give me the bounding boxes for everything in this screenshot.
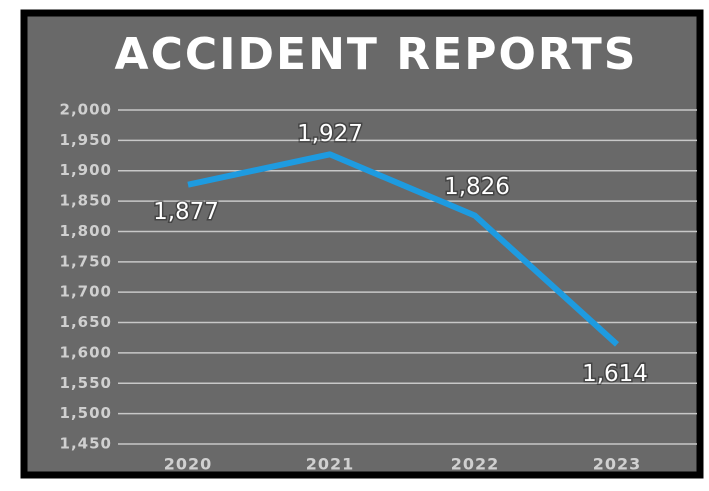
data-label: 1,826 [444,174,510,200]
y-tick-label: 1,750 [60,252,112,270]
y-tick-label: 1,900 [60,161,112,179]
data-label: 1,614 [582,361,648,387]
data-label: 1,877 [153,199,219,225]
x-tick-label: 2020 [164,455,213,474]
y-tick-label: 1,800 [60,222,112,240]
x-tick-label: 2023 [593,455,642,474]
y-tick-label: 1,450 [60,435,112,453]
data-line [187,151,620,347]
y-tick-label: 1,850 [60,192,112,210]
y-tick-label: 1,550 [60,374,112,392]
x-tick-label: 2022 [451,455,500,474]
y-tick-label: 1,700 [60,283,112,301]
y-tick-label: 1,500 [60,404,112,422]
chart-title: ACCIDENT REPORTS [115,29,638,80]
x-tick-label: 2021 [306,455,355,474]
y-tick-label: 1,650 [60,313,112,331]
y-tick-label: 1,600 [60,343,112,361]
y-tick-label: 1,950 [60,131,112,149]
panel [20,9,704,479]
data-label: 1,927 [297,121,363,147]
y-tick-label: 2,000 [60,101,112,119]
